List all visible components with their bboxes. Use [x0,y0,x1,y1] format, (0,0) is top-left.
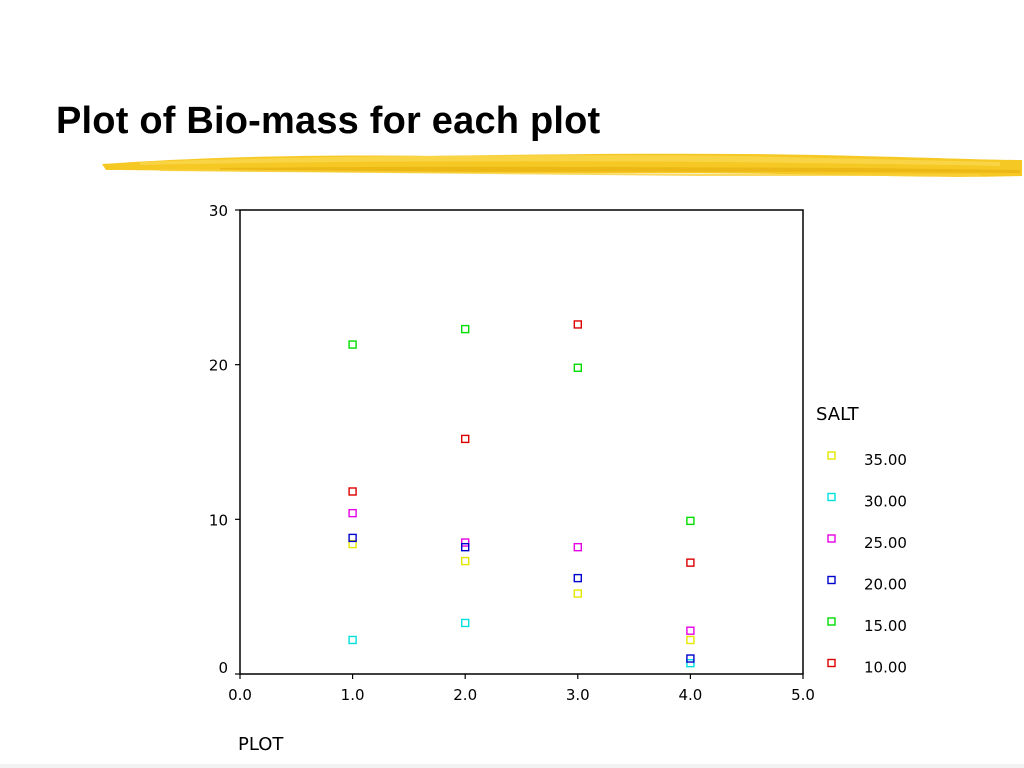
x-axis: 0.0 1.0 2.0 3.0 4.0 5.0 [228,674,815,704]
data-point-salt-15-00 [348,340,357,349]
data-point-salt-30-00 [348,635,357,645]
data-point-salt-10-00 [573,320,582,329]
data-point-salt-15-00 [461,324,470,334]
data-point-salt-10-00 [461,434,470,444]
data-point-salt-15-00 [573,363,582,372]
data-point-salt-20-00 [573,573,582,583]
data-point-salt-35-00 [461,556,470,566]
legend-title: SALT [816,404,860,425]
y-tick-label: 20 [209,357,228,375]
x-tick-label: 2.0 [453,686,477,704]
x-tick-label: 1.0 [341,686,365,704]
data-point-salt-25-00 [461,538,470,547]
legend-item-label: 10.00 [864,659,907,677]
data-point-salt-25-00 [348,508,357,518]
legend-item-label: 20.00 [864,576,907,594]
legend-marker [827,658,836,668]
x-tick-label: 0.0 [228,686,252,704]
legend: SALT 35.00 30.00 25.00 20.00 15.00 10.00 [816,404,907,677]
brush-stroke-decoration [102,153,1022,177]
data-point-salt-25-00 [686,626,695,635]
data-point-salt-30-00 [686,658,695,668]
data-point-salt-20-00 [461,542,470,552]
legend-item-label: 30.00 [864,493,907,511]
x-tick-label: 3.0 [566,686,590,704]
y-tick-label: 0 [218,659,228,677]
data-point-salt-35-00 [686,635,695,645]
y-axis: 0 10 20 30 [209,202,240,677]
data-point-salt-25-00 [573,542,582,552]
data-points [348,320,695,668]
x-tick-label: 4.0 [678,686,702,704]
legend-item-label: 25.00 [864,534,907,552]
legend-marker [827,492,836,502]
legend-marker [827,451,836,460]
data-point-salt-30-00 [461,618,470,628]
data-point-salt-20-00 [686,654,695,663]
legend-item-label: 35.00 [864,451,907,469]
legend-item-label: 15.00 [864,617,907,635]
data-point-salt-35-00 [573,589,582,598]
data-point-salt-20-00 [348,533,357,543]
x-axis-label: PLOT [238,734,284,755]
slide-title: Plot of Bio-mass for each plot [56,100,601,142]
plot-area-frame [239,209,804,675]
data-point-salt-10-00 [686,558,695,567]
data-point-salt-35-00 [348,539,357,549]
data-point-salt-10-00 [348,487,357,496]
legend-marker [827,575,836,585]
footer-rule [0,764,1024,768]
data-point-salt-15-00 [686,516,695,526]
x-tick-label: 5.0 [791,686,815,704]
legend-marker [827,534,836,543]
y-tick-label: 10 [209,511,228,529]
y-tick-label: 30 [209,202,228,220]
legend-marker [827,617,836,626]
